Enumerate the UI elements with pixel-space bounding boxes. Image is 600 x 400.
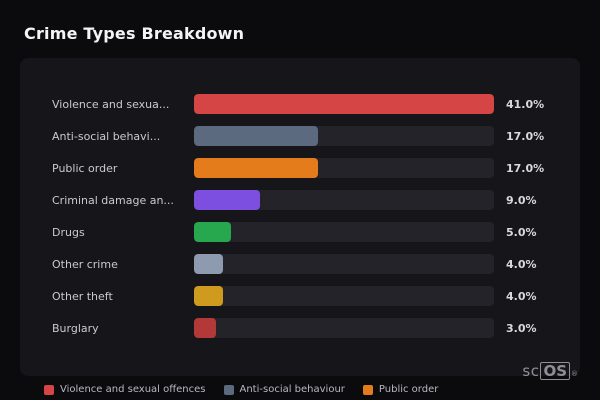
bar-track — [194, 190, 494, 210]
value-label: 3.0% — [506, 321, 537, 335]
category-label: Drugs — [52, 225, 85, 239]
legend-label: Public order — [378, 384, 439, 395]
category-label: Anti-social behavi... — [52, 129, 161, 143]
category-label: Other theft — [52, 289, 113, 303]
category-label: Public order — [52, 161, 118, 175]
bar-track — [194, 126, 494, 146]
chart-legend: Violence and sexual offences Anti-social… — [44, 384, 438, 395]
logo-suffix: OS — [540, 361, 570, 380]
bar-burglary[interactable] — [194, 318, 216, 338]
chart-title: Crime Types Breakdown — [24, 24, 245, 43]
value-label: 4.0% — [506, 257, 537, 271]
chart-panel: Violence and sexua... 41.0% Anti-social … — [20, 58, 580, 376]
bar-row: Drugs 5.0% — [52, 216, 552, 248]
value-label: 41.0% — [506, 97, 545, 111]
bar-criminal-damage[interactable] — [194, 190, 260, 210]
value-label: 4.0% — [506, 289, 537, 303]
value-label: 5.0% — [506, 225, 537, 239]
category-label: Violence and sexua... — [52, 97, 170, 111]
category-label: Burglary — [52, 321, 99, 335]
bar-track — [194, 318, 494, 338]
bar-anti-social[interactable] — [194, 126, 319, 146]
bar-track — [194, 222, 494, 242]
bar-row: Violence and sexua... 41.0% — [52, 88, 552, 120]
bar-other-crime[interactable] — [194, 254, 224, 274]
logo-prefix: sc — [522, 361, 540, 380]
bar-track — [194, 158, 494, 178]
registered-mark: ® — [571, 369, 578, 378]
value-label: 9.0% — [506, 193, 537, 207]
category-label: Criminal damage an... — [52, 193, 174, 207]
legend-label: Anti-social behaviour — [239, 384, 345, 395]
legend-item-violence[interactable]: Violence and sexual offences — [44, 384, 206, 395]
bar-rows: Violence and sexua... 41.0% Anti-social … — [52, 88, 552, 344]
bar-row: Anti-social behavi... 17.0% — [52, 120, 552, 152]
bar-row: Other theft 4.0% — [52, 280, 552, 312]
legend-swatch-icon — [44, 384, 54, 395]
bar-violence[interactable] — [194, 94, 494, 114]
bar-track — [194, 286, 494, 306]
legend-item-public-order[interactable]: Public order — [362, 384, 439, 395]
bar-public-order[interactable] — [194, 158, 319, 178]
bar-drugs[interactable] — [194, 222, 231, 242]
bar-track — [194, 254, 494, 274]
category-label: Other crime — [52, 257, 118, 271]
bar-row: Criminal damage an... 9.0% — [52, 184, 552, 216]
legend-swatch-icon — [223, 384, 234, 395]
scos-logo: sc OS ® — [522, 361, 578, 380]
value-label: 17.0% — [506, 129, 545, 143]
legend-swatch-icon — [362, 384, 373, 395]
bar-row: Burglary 3.0% — [52, 312, 552, 344]
bar-row: Other crime 4.0% — [52, 248, 552, 280]
bar-other-theft[interactable] — [194, 286, 224, 306]
legend-item-anti-social[interactable]: Anti-social behaviour — [223, 384, 345, 395]
value-label: 17.0% — [506, 161, 545, 175]
legend-label: Violence and sexual offences — [60, 384, 206, 395]
bar-track — [194, 94, 494, 114]
bar-row: Public order 17.0% — [52, 152, 552, 184]
